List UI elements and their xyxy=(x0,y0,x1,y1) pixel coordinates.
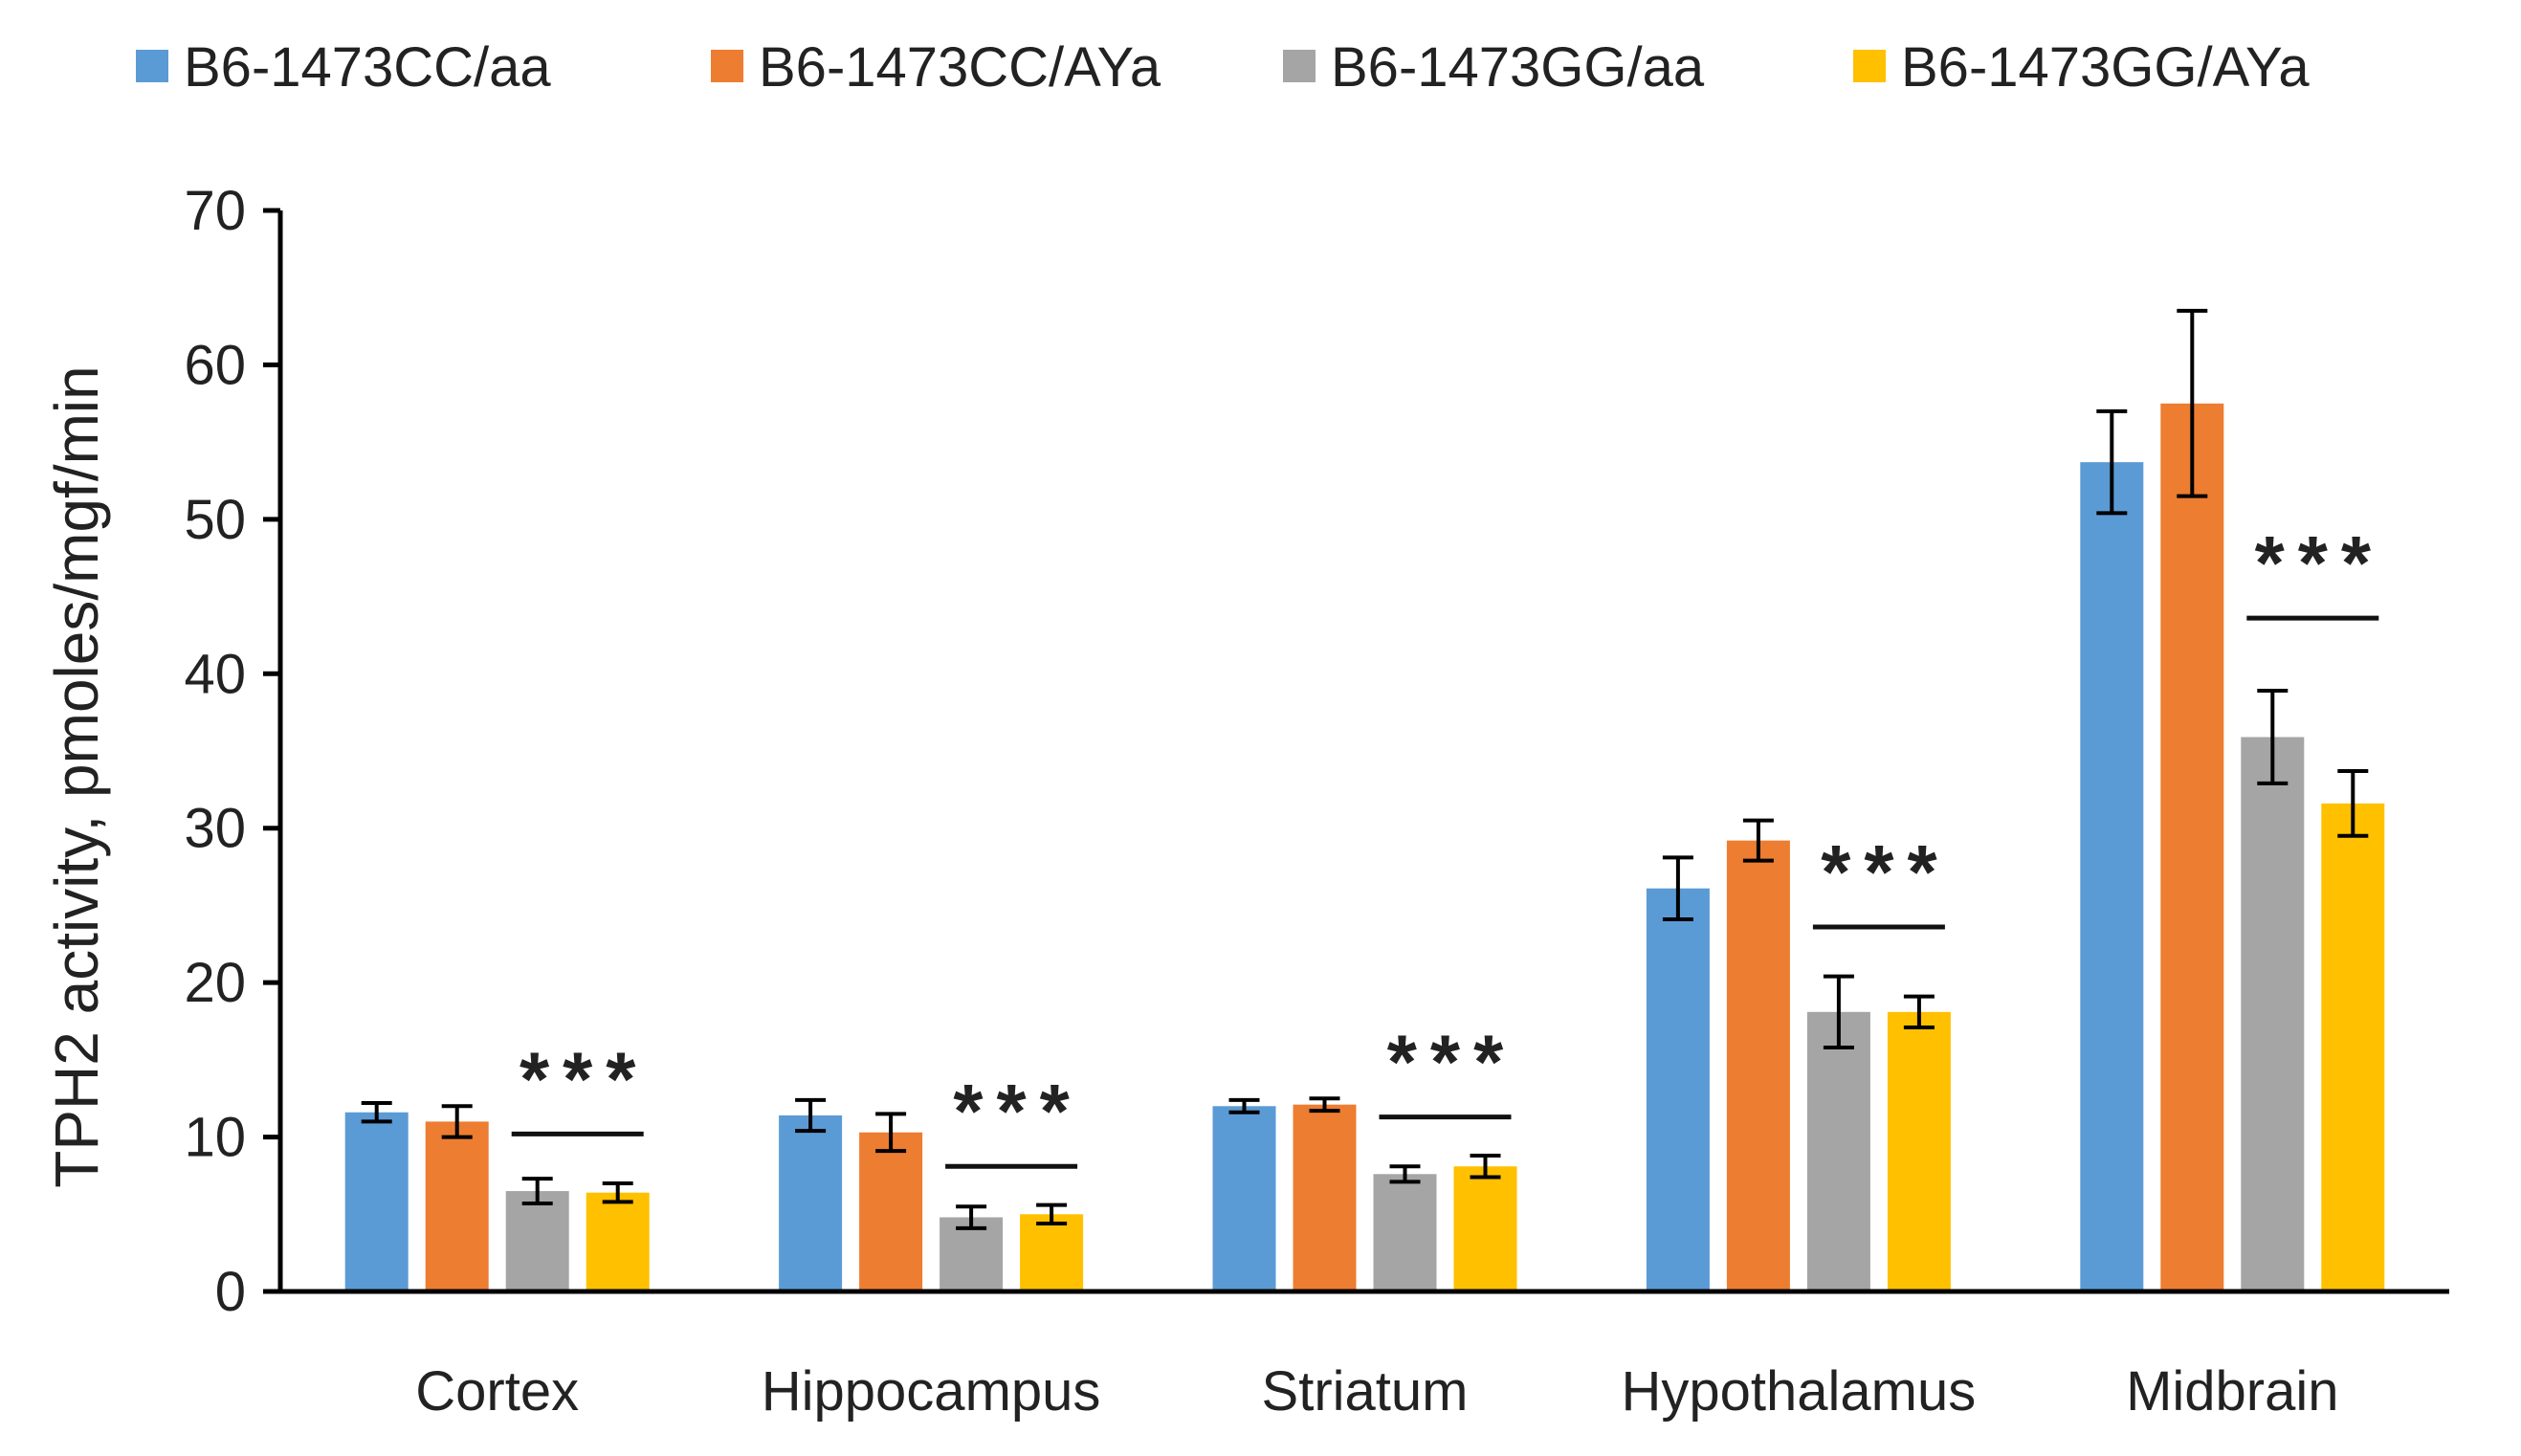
x-category-label: Hypothalamus xyxy=(1622,1360,1977,1423)
significance-label: *** xyxy=(1821,829,1950,915)
x-category-label: Cortex xyxy=(415,1360,579,1423)
y-tick-label: 70 xyxy=(184,180,246,242)
significance-label: *** xyxy=(520,1036,649,1121)
bar xyxy=(2321,803,2385,1291)
bar xyxy=(344,1112,409,1291)
legend-label: B6-1473CC/AYa xyxy=(759,36,1161,99)
significance-annotations: *** *** *** *** *** xyxy=(511,520,2384,1169)
error-bars xyxy=(361,308,2369,1230)
legend-swatch xyxy=(1853,50,1886,82)
bar xyxy=(1806,1011,1870,1291)
significance-label: *** xyxy=(2255,520,2384,606)
x-category-label: Hippocampus xyxy=(762,1360,1101,1423)
bar xyxy=(779,1114,843,1291)
y-axis-title: TPH2 activity, pmoles/mgf/min xyxy=(42,365,111,1187)
y-axis: 0 10 20 30 40 50 60 70 xyxy=(184,180,283,1323)
bar xyxy=(586,1192,650,1291)
bars xyxy=(344,403,2385,1292)
y-tick-label: 10 xyxy=(184,1107,246,1169)
legend-label: B6-1473CC/aa xyxy=(184,36,551,99)
bar xyxy=(2080,462,2144,1292)
y-tick-label: 0 xyxy=(215,1261,246,1323)
legend: B6-1473CC/aa B6-1473CC/AYa B6-1473GG/aa B6-… xyxy=(136,36,2310,99)
bar xyxy=(2241,737,2305,1291)
x-category-label: Midbrain xyxy=(2126,1360,2338,1423)
legend-label: B6-1473GG/AYa xyxy=(1901,36,2310,99)
bar xyxy=(425,1121,489,1291)
legend-swatch xyxy=(136,50,168,82)
bar xyxy=(1020,1214,1084,1291)
x-category-label: Striatum xyxy=(1262,1360,1469,1423)
y-tick-label: 60 xyxy=(184,334,246,396)
legend-label: B6-1473GG/aa xyxy=(1331,36,1705,99)
bar xyxy=(1453,1166,1517,1291)
bar xyxy=(859,1132,923,1291)
y-tick-label: 40 xyxy=(184,643,246,705)
significance-label: *** xyxy=(1387,1020,1516,1105)
y-tick-label: 20 xyxy=(184,952,246,1014)
y-tick-label: 30 xyxy=(184,798,246,860)
bar xyxy=(1293,1104,1357,1291)
bar xyxy=(1887,1011,1951,1291)
x-axis: Cortex Hippocampus Striatum Hypothalamus Mid… xyxy=(280,1289,2449,1423)
bar xyxy=(1726,840,1790,1291)
y-tick-label: 50 xyxy=(184,489,246,551)
bar xyxy=(1646,888,1710,1291)
legend-swatch xyxy=(1283,50,1316,82)
bar xyxy=(1373,1174,1437,1291)
significance-label: *** xyxy=(953,1069,1082,1154)
legend-swatch xyxy=(711,50,743,82)
bar xyxy=(1212,1106,1276,1291)
bar xyxy=(2160,403,2224,1291)
bar xyxy=(505,1191,569,1291)
